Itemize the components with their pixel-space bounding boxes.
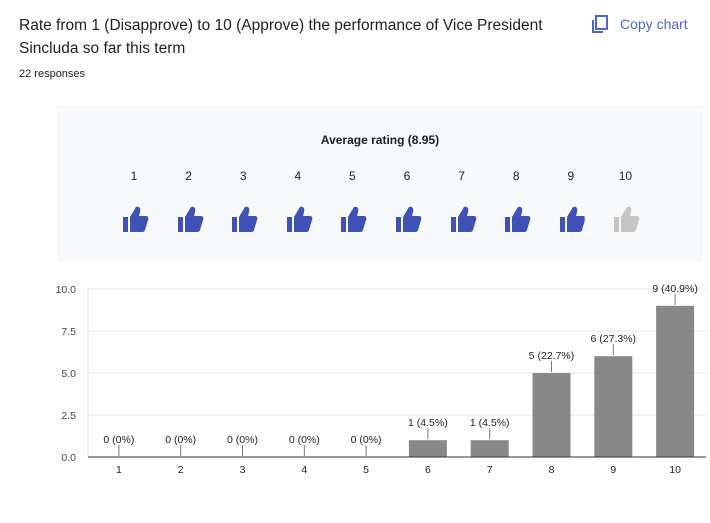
response-count: 22 responses xyxy=(19,68,86,80)
data-label: 5 (22.7%) xyxy=(529,350,575,362)
x-tick-label: 7 xyxy=(487,464,493,476)
y-tick-label: 5.0 xyxy=(61,368,76,380)
bar-10 xyxy=(656,305,695,457)
x-tick-label: 1 xyxy=(116,464,122,476)
thumbs-up-icon xyxy=(119,205,149,233)
copy-icon xyxy=(590,14,610,34)
rating-number-10: 10 xyxy=(618,169,633,183)
bar-chart: 0.0 2.5 5.0 7.5 10.0 0 (0%) 1 0 (0%) 2 0 (0%) 3 0 (… xyxy=(56,283,706,476)
x-tick-label: 2 xyxy=(178,464,184,476)
rating-number-3: 3 xyxy=(239,169,247,183)
x-tick-label: 6 xyxy=(425,464,431,476)
bar-9 xyxy=(594,356,633,457)
bar-7 xyxy=(470,440,509,457)
rating-number-2: 2 xyxy=(185,169,192,183)
thumbs-up-icon xyxy=(447,205,477,233)
rating-number-1: 1 xyxy=(130,169,138,183)
data-label: 1 (4.5%) xyxy=(470,417,510,429)
data-label: 1 (4.5%) xyxy=(408,417,448,429)
thumbs-up-icon xyxy=(283,205,313,233)
x-tick-label: 5 xyxy=(363,464,369,476)
y-tick-label: 2.5 xyxy=(61,410,76,422)
thumbs-up-icon xyxy=(556,205,586,233)
thumbs-up-icon xyxy=(174,205,204,233)
x-tick-label: 10 xyxy=(669,464,681,476)
y-tick-label: 10.0 xyxy=(56,284,77,296)
rating-panel: Average rating (8.95) 1 2 3 4 5 6 7 8 9 10 xyxy=(57,105,703,261)
x-tick-label: 3 xyxy=(240,464,246,476)
y-tick-label: 7.5 xyxy=(61,326,76,338)
rating-number-4: 4 xyxy=(294,169,302,183)
rating-number-7: 7 xyxy=(458,169,465,183)
x-tick-label: 8 xyxy=(549,464,555,476)
thumbs-up-icon xyxy=(610,205,640,233)
rating-number-8: 8 xyxy=(512,169,520,183)
data-label: 0 (0%) xyxy=(227,434,258,446)
bar-6 xyxy=(408,440,447,457)
question-title: Rate from 1 (Disapprove) to 10 (Approve)… xyxy=(19,17,543,57)
x-tick-label: 9 xyxy=(610,464,616,476)
data-label: 9 (40.9%) xyxy=(652,283,698,295)
data-label: 0 (0%) xyxy=(103,434,134,446)
bar-8 xyxy=(532,373,571,457)
thumbs-up-icon xyxy=(392,205,422,233)
rating-number-6: 6 xyxy=(403,169,411,183)
rating-number-9: 9 xyxy=(567,169,575,183)
thumbs-up-icon xyxy=(228,205,258,233)
copy-chart-button[interactable]: Copy chart xyxy=(590,14,688,34)
rating-number-5: 5 xyxy=(349,169,356,183)
thumbs-up-icon xyxy=(501,205,531,233)
data-label: 0 (0%) xyxy=(289,434,320,446)
x-tick-label: 4 xyxy=(301,464,307,476)
y-tick-label: 0.0 xyxy=(61,452,76,464)
data-label: 6 (27.3%) xyxy=(591,333,637,345)
data-label: 0 (0%) xyxy=(165,434,196,446)
thumbs-up-icon xyxy=(337,205,367,233)
average-rating-label: Average rating (8.95) xyxy=(320,133,440,147)
copy-chart-label: Copy chart xyxy=(620,16,688,32)
data-label: 0 (0%) xyxy=(351,434,382,446)
